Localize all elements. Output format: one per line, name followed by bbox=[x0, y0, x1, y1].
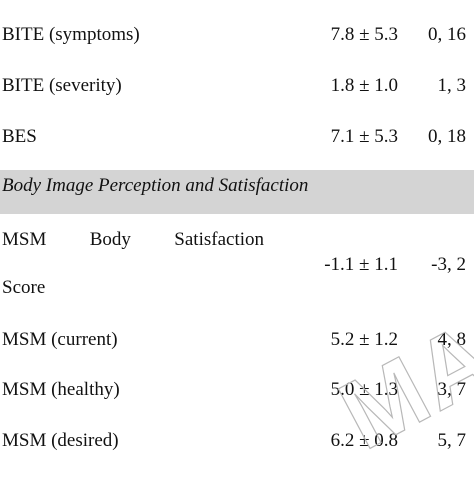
row-mean-sd: 1.8 ± 1.0 bbox=[330, 75, 398, 96]
row-range: 0, 16 bbox=[428, 24, 466, 45]
row-range: 1, 3 bbox=[437, 75, 467, 96]
row-range: 4, 8 bbox=[437, 329, 467, 350]
row-label: BES bbox=[2, 126, 37, 147]
label-word: Body bbox=[89, 229, 131, 250]
row-label-wrapped: MSM Body Satisfaction Score bbox=[2, 229, 264, 299]
section-header: Body Image Perception and Satisfaction bbox=[0, 170, 474, 214]
row-range: 0, 18 bbox=[428, 126, 466, 147]
row-mean-sd: 6.2 ± 0.8 bbox=[330, 430, 398, 451]
row-range: -3, 2 bbox=[431, 254, 466, 275]
row-label: MSM (healthy) bbox=[2, 379, 120, 400]
row-range: 5, 7 bbox=[437, 430, 467, 451]
row-label: BITE (symptoms) bbox=[2, 24, 140, 45]
row-mean-sd: 5.2 ± 1.2 bbox=[330, 329, 398, 350]
row-mean-sd: 7.8 ± 5.3 bbox=[330, 24, 398, 45]
row-mean-sd: 7.1 ± 5.3 bbox=[330, 126, 398, 147]
row-mean-sd: -1.1 ± 1.1 bbox=[324, 254, 398, 275]
row-label-line2: Score bbox=[2, 277, 46, 298]
row-label: BITE (severity) bbox=[2, 75, 122, 96]
row-label: MSM (desired) bbox=[2, 430, 119, 451]
row-range: 3, 7 bbox=[437, 379, 467, 400]
label-word: Satisfaction bbox=[174, 229, 264, 250]
row-label: MSM (current) bbox=[2, 329, 118, 350]
section-title: Body Image Perception and Satisfaction bbox=[2, 175, 309, 196]
row-label-line1: MSM Body Satisfaction bbox=[2, 229, 264, 251]
row-mean-sd: 5.0 ± 1.3 bbox=[330, 379, 398, 400]
label-word: MSM bbox=[2, 229, 47, 250]
